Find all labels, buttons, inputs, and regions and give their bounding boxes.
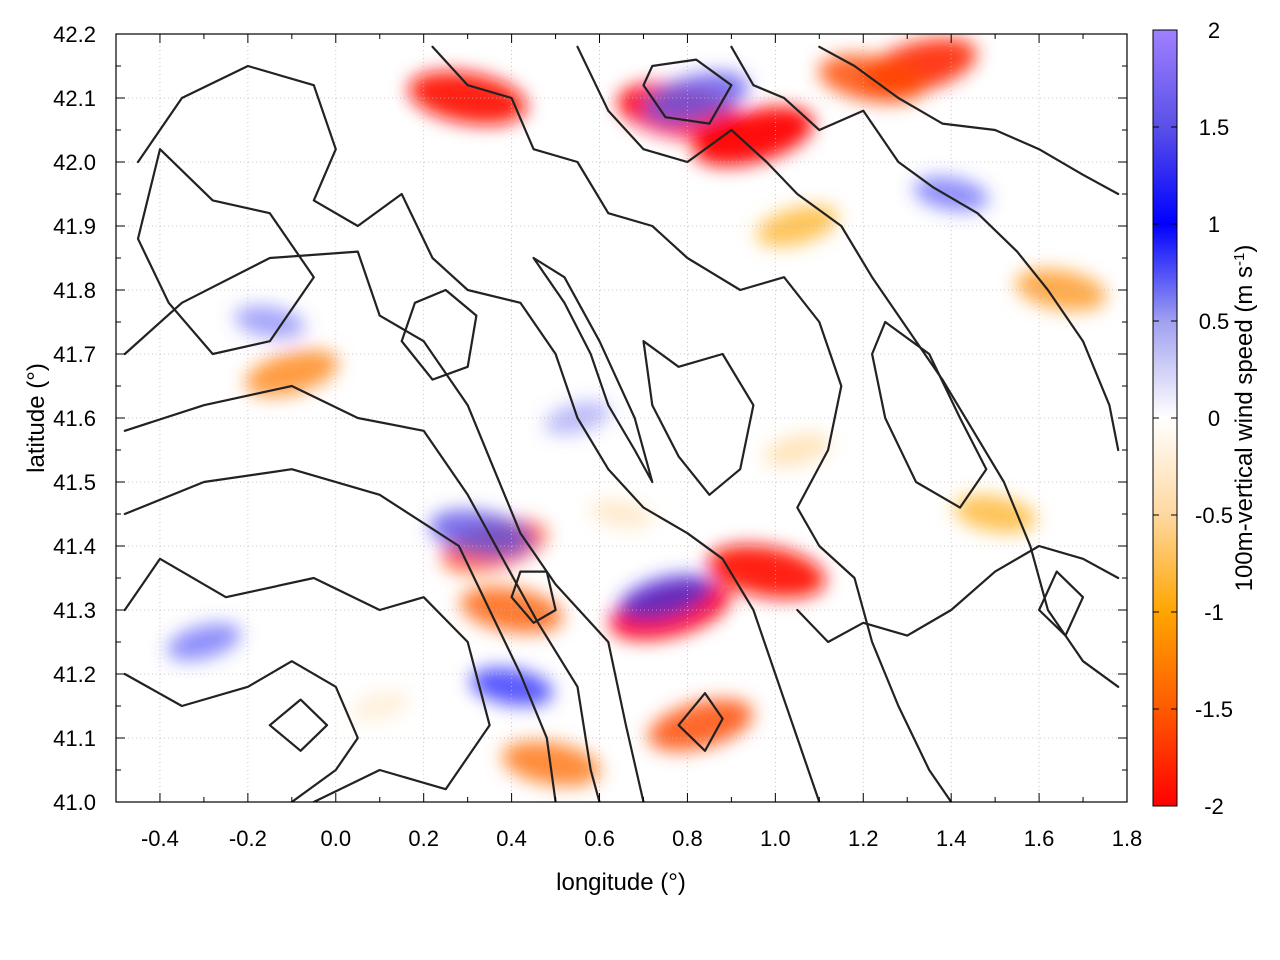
heatmap-cell — [166, 623, 241, 661]
contour-line — [123, 660, 359, 802]
contour-line — [123, 557, 491, 802]
x-tick-label: -0.4 — [141, 826, 179, 851]
x-tick-label: 0.6 — [584, 826, 615, 851]
contour-line — [642, 340, 755, 496]
contour-line — [268, 698, 329, 752]
contour-line — [730, 45, 1120, 452]
y-tick-label: 41.3 — [53, 598, 96, 623]
heatmap-cell — [764, 433, 831, 467]
contour-line — [576, 45, 1120, 688]
y-tick-label: 41.7 — [53, 342, 96, 367]
colorbar-tick-label: -2 — [1204, 794, 1224, 819]
heatmap-cell — [953, 494, 1037, 534]
y-axis-ticks: 41.0 41.1 41.2 41.3 41.4 41.5 41.6 41.7 41.8 41.9… — [53, 22, 1127, 815]
x-tick-label: 0.2 — [408, 826, 439, 851]
y-tick-label: 41.5 — [53, 470, 96, 495]
y-tick-label: 42.2 — [53, 22, 96, 47]
y-axis-title: latitude (°) — [23, 363, 50, 473]
x-tick-label: 0.8 — [672, 826, 703, 851]
heatmap-cell — [350, 691, 409, 721]
contour-line — [510, 570, 557, 624]
x-tick-label: 1.8 — [1112, 826, 1143, 851]
heatmap-cell — [618, 573, 713, 621]
y-tick-label: 41.1 — [53, 726, 96, 751]
contour-line — [818, 45, 1120, 196]
terrain-contours — [123, 45, 1120, 802]
contour-line — [123, 468, 557, 802]
y-tick-label: 42.0 — [53, 150, 96, 175]
y-tick-label: 41.0 — [53, 790, 96, 815]
colorbar-tick-label: 1 — [1208, 212, 1220, 237]
x-axis-ticks: -0.4 -0.2 0.0 0.2 0.4 0.6 0.8 1.0 1.2 1.4 1.6 1.8 — [115, 34, 1143, 851]
x-tick-label: 1.6 — [1024, 826, 1055, 851]
colorbar-tick-label: 0.5 — [1199, 309, 1230, 334]
colorbar-tick-label: 2 — [1208, 18, 1220, 43]
contour-line — [136, 148, 315, 356]
contour-line — [123, 384, 601, 802]
x-tick-label: -0.2 — [229, 826, 267, 851]
y-tick-label: 41.4 — [53, 534, 96, 559]
contour-line — [431, 45, 953, 802]
x-tick-label: 1.2 — [848, 826, 879, 851]
colorbar-tick-label: 0 — [1208, 406, 1220, 431]
contour-line — [123, 250, 645, 802]
y-tick-label: 41.2 — [53, 662, 96, 687]
colorbar-title: 100m-vertical wind speed (m s-1) — [1231, 245, 1259, 592]
contour-line — [796, 544, 1120, 644]
x-tick-label: 0.0 — [320, 826, 351, 851]
y-tick-label: 41.9 — [53, 214, 96, 239]
contour-line — [532, 256, 654, 484]
heatmap-cell — [429, 509, 533, 557]
colorbar-tick-label: -0.5 — [1195, 503, 1233, 528]
colorbar-tick-label: -1 — [1204, 600, 1224, 625]
contour-line — [871, 320, 988, 509]
x-tick-label: 1.4 — [936, 826, 967, 851]
x-axis-title: longitude (°) — [556, 869, 686, 896]
heatmap-cell — [693, 106, 814, 167]
heatmap-cell — [648, 699, 754, 752]
heatmap-cell — [589, 499, 654, 529]
colorbar-tick-label: 1.5 — [1199, 115, 1230, 140]
heatmap-cell — [245, 349, 339, 397]
heatmap-cell — [756, 205, 839, 247]
colorbar-tick-label: -1.5 — [1195, 697, 1233, 722]
y-tick-label: 41.6 — [53, 406, 96, 431]
y-tick-label: 41.8 — [53, 278, 96, 303]
y-tick-label: 42.1 — [53, 86, 96, 111]
heatmap-cell — [707, 544, 826, 599]
contour-line — [400, 288, 478, 381]
contour-line — [136, 64, 821, 802]
x-tick-label: 0.4 — [496, 826, 527, 851]
contour-line — [677, 692, 724, 752]
plot-background — [116, 34, 1127, 802]
colorbar-ticks: -2 -1.5 -1 -0.5 0 0.5 1 1.5 2 — [1153, 18, 1233, 819]
contour-line — [1038, 570, 1085, 637]
contour-line — [642, 58, 733, 125]
x-tick-label: 1.0 — [760, 826, 791, 851]
heatmap-cell — [408, 71, 527, 125]
